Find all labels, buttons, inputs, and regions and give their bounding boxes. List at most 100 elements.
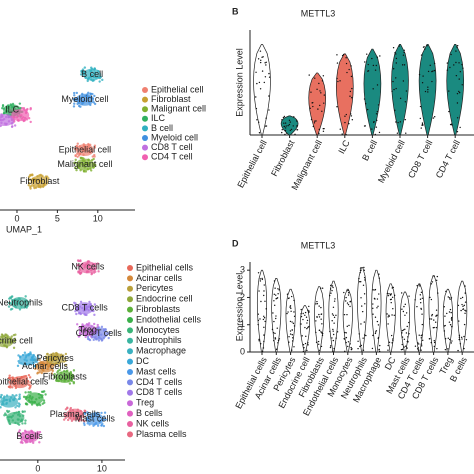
jitter-dot bbox=[375, 64, 377, 67]
jitter-dot bbox=[261, 277, 263, 280]
jitter-dot bbox=[435, 315, 437, 317]
jitter-dot bbox=[331, 313, 334, 315]
cell-dot bbox=[73, 301, 76, 304]
jitter bbox=[257, 272, 267, 353]
cell-dot bbox=[73, 94, 76, 97]
jitter-dot bbox=[387, 323, 389, 325]
jitter bbox=[336, 53, 354, 136]
jitter-dot bbox=[283, 115, 286, 118]
jitter-dot bbox=[265, 64, 267, 66]
cell-dot bbox=[83, 66, 87, 69]
cell-dot bbox=[27, 373, 31, 377]
jitter-dot bbox=[393, 88, 395, 91]
jitter-dot bbox=[287, 311, 289, 313]
jitter-dot bbox=[276, 297, 278, 300]
jitter-dot bbox=[268, 76, 271, 78]
cell-dot bbox=[29, 390, 32, 394]
jitter bbox=[300, 305, 310, 353]
jitter-dot bbox=[416, 284, 418, 287]
legend-label: Pericytes bbox=[136, 283, 174, 293]
jitter-dot bbox=[347, 341, 350, 343]
jitter-dot bbox=[377, 324, 380, 326]
jitter bbox=[371, 273, 381, 353]
cell-dot bbox=[96, 262, 99, 265]
jitter-dot bbox=[281, 119, 283, 121]
cell-dot bbox=[8, 380, 11, 384]
jitter-dot bbox=[288, 341, 290, 343]
jitter-dot bbox=[358, 333, 360, 335]
jitter-dot bbox=[259, 50, 262, 52]
jitter-dot bbox=[320, 345, 323, 348]
cell-dot bbox=[18, 395, 21, 399]
jitter-dot bbox=[362, 284, 365, 287]
cell-dot bbox=[38, 441, 41, 444]
jitter-dot bbox=[395, 87, 397, 90]
cell-dot bbox=[29, 185, 32, 189]
jitter-dot bbox=[408, 295, 410, 297]
legend-swatch bbox=[127, 348, 133, 355]
jitter-dot bbox=[274, 338, 277, 340]
jitter-dot bbox=[295, 120, 298, 122]
jitter-dot bbox=[420, 345, 423, 347]
jitter-dot bbox=[349, 343, 351, 345]
cell-dot bbox=[23, 410, 26, 413]
cell-dot bbox=[15, 394, 18, 397]
jitter-dot bbox=[345, 57, 347, 59]
cell-dot bbox=[92, 271, 96, 274]
jitter-dot bbox=[307, 309, 309, 312]
jitter-dot bbox=[377, 336, 380, 339]
legend-label: Epithelial cell bbox=[151, 84, 204, 94]
jitter-dot bbox=[419, 117, 422, 120]
cell-dot bbox=[62, 418, 66, 421]
panel-letter: B bbox=[232, 6, 239, 16]
jitter-dot bbox=[344, 338, 346, 340]
jitter-dot bbox=[315, 331, 317, 334]
jitter-dot bbox=[316, 88, 318, 91]
cell-dot bbox=[29, 174, 32, 177]
jitter-dot bbox=[418, 283, 421, 285]
cell-dot bbox=[73, 161, 76, 165]
jitter-dot bbox=[359, 271, 361, 274]
jitter-dot bbox=[274, 287, 276, 289]
jitter-dot bbox=[458, 320, 460, 322]
cell-dot bbox=[96, 424, 100, 427]
cluster bbox=[10, 376, 29, 389]
cell-dot bbox=[100, 339, 104, 342]
jitter-dot bbox=[429, 338, 431, 340]
cell-dot bbox=[36, 354, 40, 357]
jitter-dot bbox=[433, 339, 435, 342]
cell-dot bbox=[97, 270, 100, 273]
jitter-dot bbox=[334, 298, 336, 300]
cell-dot bbox=[7, 410, 11, 413]
jitter-dot bbox=[378, 277, 380, 279]
y-tick-label: 1 bbox=[240, 319, 245, 329]
jitter-dot bbox=[350, 346, 352, 349]
cluster-label: Pericytes bbox=[37, 353, 75, 363]
violin bbox=[342, 288, 353, 353]
jitter-dot bbox=[337, 80, 339, 83]
jitter bbox=[391, 45, 408, 134]
jitter-dot bbox=[263, 81, 266, 84]
cluster bbox=[30, 175, 49, 188]
jitter-dot bbox=[273, 320, 275, 323]
jitter-dot bbox=[350, 65, 352, 67]
jitter-dot bbox=[302, 350, 305, 353]
cell-dot bbox=[42, 399, 46, 402]
jitter-dot bbox=[444, 315, 446, 317]
jitter-dot bbox=[463, 347, 465, 350]
jitter-dot bbox=[320, 92, 322, 94]
cluster bbox=[83, 68, 102, 81]
cell-dot bbox=[74, 154, 77, 158]
jitter-dot bbox=[341, 54, 344, 57]
jitter-dot bbox=[447, 348, 449, 350]
jitter-dot bbox=[402, 329, 405, 331]
cell-dot bbox=[13, 337, 17, 341]
jitter-dot bbox=[275, 348, 278, 351]
y-axis-label: Expression Level bbox=[234, 48, 244, 117]
jitter-dot bbox=[362, 337, 364, 339]
cell-dot bbox=[7, 385, 11, 389]
cell-dot bbox=[77, 335, 81, 338]
jitter-dot bbox=[304, 314, 306, 316]
jitter-dot bbox=[360, 297, 362, 299]
jitter-dot bbox=[336, 331, 339, 333]
